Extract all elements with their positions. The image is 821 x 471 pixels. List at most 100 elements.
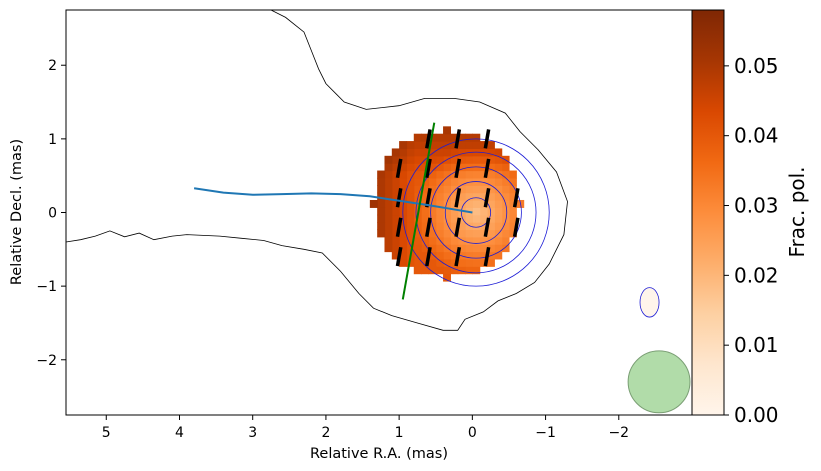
polarization-pixel — [428, 185, 437, 194]
polarization-pixel — [406, 170, 415, 179]
polarization-pixel — [406, 199, 415, 208]
polarization-pixel — [391, 207, 400, 216]
polarization-pixel — [465, 236, 473, 245]
polarization-pixel — [413, 170, 422, 179]
polarization-pixel — [501, 163, 510, 172]
polarization-pixel — [472, 229, 481, 238]
colorbar-tick-label: 0.00 — [734, 403, 779, 427]
polarization-pixel — [486, 229, 495, 238]
polarization-pixel — [508, 207, 517, 216]
polarization-pixel — [465, 251, 473, 260]
polarization-pixel — [406, 185, 415, 194]
polarization-pixel — [391, 192, 400, 201]
polarization-pixel — [421, 251, 430, 260]
polarization-pixel — [443, 148, 451, 157]
polarization-pixel — [501, 214, 510, 223]
polarization-pixel — [391, 177, 400, 186]
polarization-pixel — [435, 192, 444, 201]
x-tick-label: −1 — [535, 425, 556, 441]
polarization-pixel — [377, 229, 386, 238]
polarization-pixel — [443, 207, 451, 216]
polarization-pixel — [428, 266, 437, 275]
polarization-pixel — [472, 199, 481, 208]
polarization-pixel — [501, 170, 510, 179]
polarization-pixel — [494, 251, 503, 260]
y-axis-label: Relative Decl. (mas) — [9, 139, 25, 285]
evpa-tick — [454, 188, 462, 208]
polarization-pixel — [501, 236, 510, 245]
polarization-pixel — [391, 214, 400, 223]
polarization-pixel — [479, 229, 488, 238]
polarization-pixel — [508, 222, 517, 231]
polarization-pixel — [486, 244, 495, 253]
polarization-pixel — [413, 133, 422, 142]
polarization-pixel — [421, 266, 430, 275]
polarization-pixel — [421, 258, 430, 267]
polarization-pixel — [428, 163, 437, 172]
polarization-pixel — [428, 141, 437, 150]
polarization-pixel — [399, 148, 408, 157]
polarization-pixel — [494, 244, 503, 253]
evpa-tick — [454, 217, 462, 237]
polarization-pixel — [443, 229, 451, 238]
inner-contour-ring — [460, 197, 492, 228]
polarization-pixel — [406, 148, 415, 157]
inner-contour-ring — [402, 138, 550, 287]
polarization-pixel — [406, 163, 415, 172]
polarization-pixel — [457, 258, 466, 267]
polarization-pixel — [494, 222, 503, 231]
polarization-pixel — [435, 148, 444, 157]
evpa-tick — [483, 158, 491, 179]
evpa-tick — [483, 129, 491, 149]
transverse-cut-line — [401, 122, 436, 300]
polarization-pixel — [428, 177, 437, 186]
polarization-pixel — [384, 192, 393, 201]
evpa-tick — [454, 246, 462, 267]
polarization-pixel — [428, 192, 437, 201]
polarization-pixel — [486, 222, 495, 231]
polarization-pixel — [494, 192, 503, 201]
polarization-pixel — [428, 251, 437, 260]
polarization-pixel — [457, 251, 466, 260]
polarization-pixel — [413, 244, 422, 253]
polarization-pixel — [428, 148, 437, 157]
outer-intensity-contour — [66, 10, 568, 331]
polarization-pixel — [450, 170, 459, 179]
polarization-pixel — [399, 155, 408, 164]
polarization-pixel — [406, 229, 415, 238]
polarization-pixel — [384, 170, 393, 179]
x-tick-label: −2 — [608, 425, 629, 441]
polarization-pixel — [486, 192, 495, 201]
polarization-pixel — [450, 185, 459, 194]
polarization-pixel — [443, 133, 451, 142]
polarization-pixel — [435, 207, 444, 216]
polarization-pixel — [472, 192, 481, 201]
polarization-pixel — [501, 177, 510, 186]
polarization-pixel — [435, 258, 444, 267]
polarization-pixel — [443, 251, 451, 260]
polarization-pixel — [399, 236, 408, 245]
polarization-pixel — [399, 192, 408, 201]
polarization-pixel — [384, 155, 393, 164]
polarization-pixel — [501, 229, 510, 238]
polarization-pixel — [377, 185, 386, 194]
polarization-pixel — [450, 251, 459, 260]
polarization-pixel — [465, 199, 473, 208]
polarization-pixel — [457, 214, 466, 223]
evpa-tick — [395, 158, 403, 179]
polarization-pixel — [391, 163, 400, 172]
x-tick-label: 2 — [321, 425, 330, 441]
polarization-pixel — [479, 236, 488, 245]
polarization-pixel — [421, 236, 430, 245]
polarization-pixel — [428, 244, 437, 253]
evpa-tick — [395, 246, 403, 267]
jet-ridge-line — [193, 187, 473, 214]
polarization-pixel — [479, 185, 488, 194]
colorbar — [691, 9, 725, 416]
polarization-pixel — [472, 133, 481, 142]
polarization-pixel — [428, 258, 437, 267]
polarization-pixel — [413, 185, 422, 194]
polarization-pixel — [472, 170, 481, 179]
evpa-tick — [395, 217, 403, 237]
